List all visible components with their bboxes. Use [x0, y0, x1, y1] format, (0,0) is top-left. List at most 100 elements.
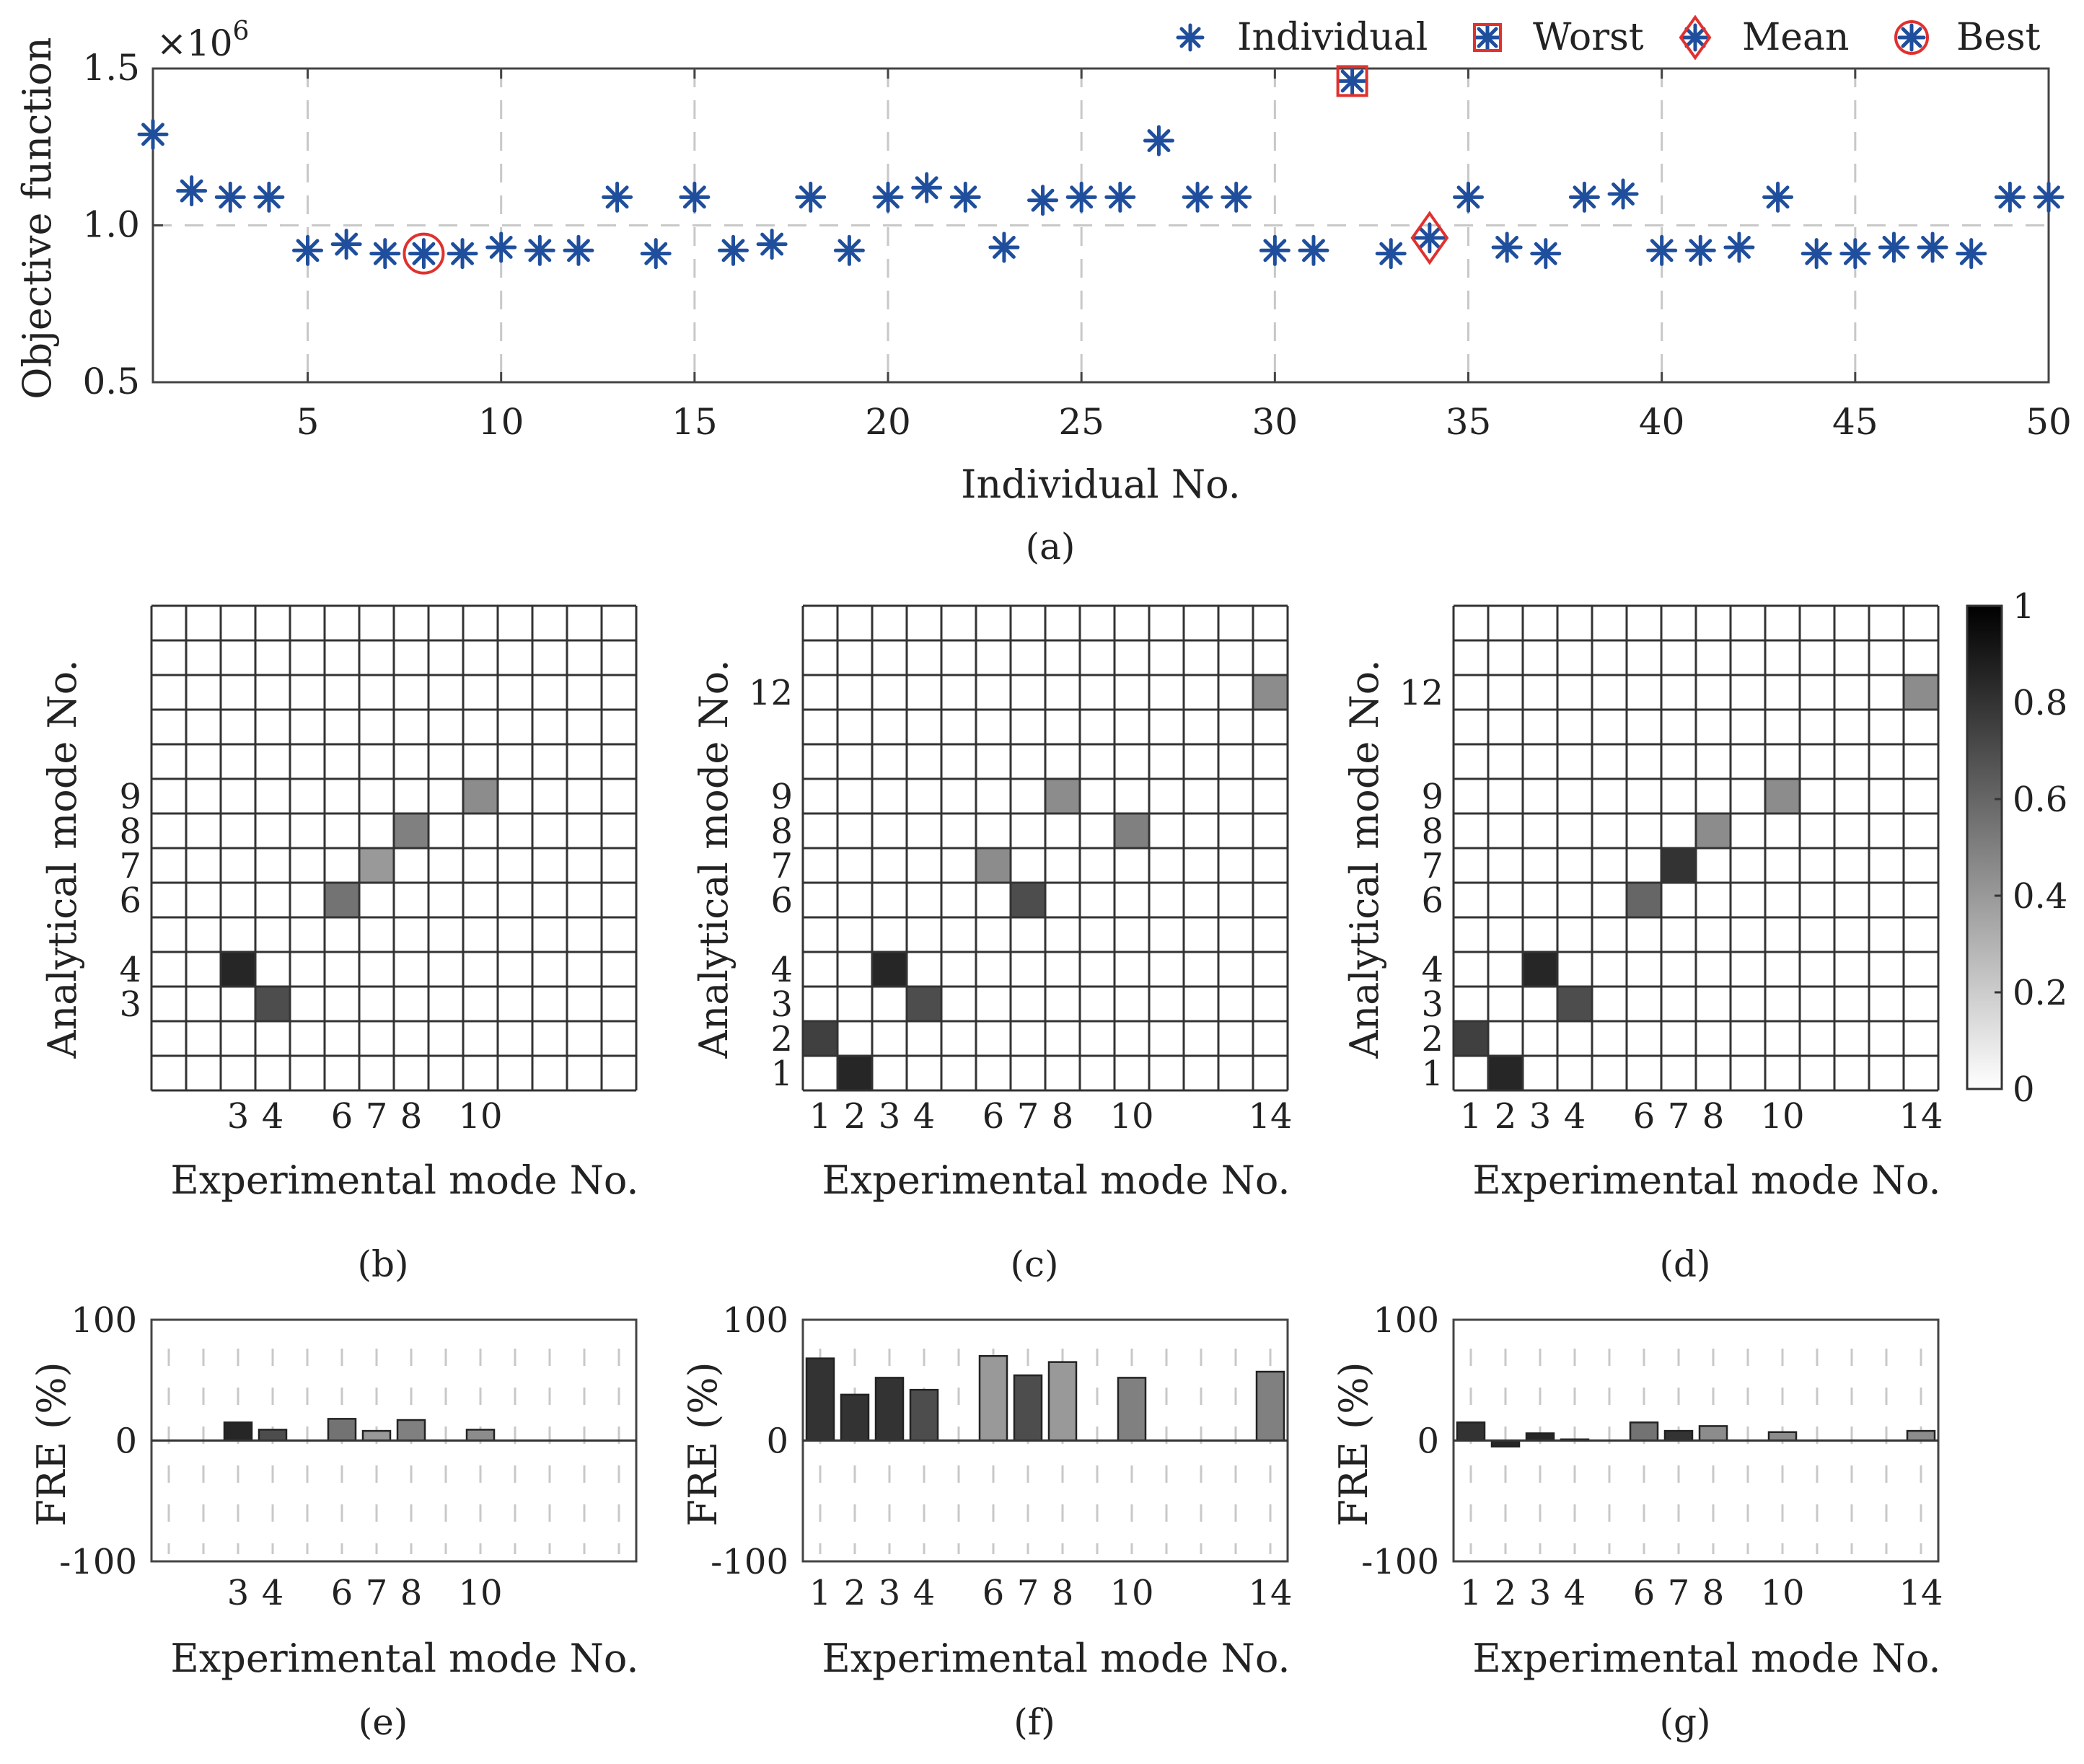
chart-a-point [485, 231, 517, 263]
chart-f-ylabel: FRE (%) [680, 1362, 726, 1526]
chart-a-point [640, 238, 672, 270]
chart-f-xtick-label: 7 [1017, 1573, 1039, 1613]
chart-c-ytick-label: 4 [770, 950, 793, 990]
chart-e-xtick-label: 4 [262, 1573, 284, 1613]
chart-g-bar [1906, 1429, 1936, 1442]
chart-d-xtick-label: 10 [1760, 1096, 1804, 1137]
chart-b-xtick-label: 6 [331, 1096, 353, 1137]
chart-e-bar [396, 1419, 426, 1442]
chart-d-ytick-label: 7 [1421, 846, 1443, 886]
chart-f: -100 0 100 1 2 3 4 6 7 8 10 14 Experimental mode No.… [680, 1300, 1293, 1743]
chart-b-ytick-label: 6 [119, 881, 141, 921]
chart-f-xtick-label: 14 [1248, 1573, 1292, 1613]
chart-e-xtick-label: 8 [400, 1573, 423, 1613]
chart-a-point [949, 181, 981, 213]
legend-marker-ind [1176, 23, 1205, 52]
chart-f-bar [1047, 1361, 1078, 1442]
chart-b-ylabel: Analytical mode No. [40, 660, 85, 1059]
chart-b-xtick-label: 10 [458, 1096, 502, 1137]
chart-a-point [253, 181, 285, 213]
chart-f-xtick-label: 8 [1052, 1573, 1074, 1613]
chart-e-bar [223, 1421, 253, 1442]
chart-b-cell [394, 813, 428, 848]
chart-a-point [1143, 125, 1174, 156]
legend-label-worst: Worst [1533, 16, 1644, 59]
chart-b-cell [325, 883, 359, 917]
chart-g: -100 0 100 1 2 3 4 6 7 8 10 14 Experimental mode No.… [1331, 1300, 1943, 1743]
legend-worst-box [1473, 23, 1502, 52]
chart-a-point [1917, 231, 1948, 263]
chart-c-xtick-label: 2 [844, 1096, 866, 1137]
chart-a-point [176, 175, 208, 207]
chart-d-xtick-label: 6 [1633, 1096, 1656, 1137]
chart-a-point [1762, 181, 1794, 213]
chart-a-point [1414, 222, 1446, 254]
chart-a-point [1375, 238, 1407, 270]
chart-c-xlabel: Experimental mode No. [822, 1157, 1290, 1203]
colorbar-tick-label: 0.6 [2013, 780, 2067, 820]
chart-g-xtick-label: 14 [1899, 1573, 1943, 1613]
chart-a-frame [151, 67, 2050, 384]
chart-e-xtick-label: 3 [227, 1573, 250, 1613]
legend-label-best: Best [1956, 16, 2041, 59]
chart-f-bar [874, 1377, 905, 1442]
chart-f-bar [1013, 1374, 1043, 1442]
chart-g-bar [1456, 1421, 1486, 1442]
chart-d-xtick-label: 4 [1564, 1096, 1586, 1137]
chart-f-bar [1117, 1377, 1147, 1442]
chart-c-ytick-label: 9 [770, 777, 793, 817]
chart-b-cell [359, 848, 394, 883]
chart-a-point [563, 234, 594, 266]
chart-a-point [1956, 238, 1987, 270]
chart-a-point [1259, 234, 1291, 266]
chart-g-xtick-label: 7 [1668, 1573, 1690, 1613]
chart-a-exponent: ×106 [157, 17, 249, 64]
chart-e-bar [258, 1429, 288, 1442]
chart-a-point [1182, 181, 1213, 213]
chart-a-point [833, 234, 865, 266]
legend-label-ind: Individual [1237, 16, 1428, 59]
chart-c-xtick-label: 3 [879, 1096, 901, 1137]
chart-g-xtick-label: 2 [1495, 1573, 1517, 1613]
chart-a-point [1607, 178, 1639, 210]
chart-e-ytick-label: 100 [71, 1300, 137, 1341]
chart-f-xtick-label: 1 [809, 1573, 832, 1613]
chart-e-xtick-label: 6 [331, 1573, 353, 1613]
chart-f-bar [909, 1388, 939, 1442]
chart-a-ytick-label: 0.5 [82, 361, 140, 402]
chart-g-xtick-label: 1 [1460, 1573, 1482, 1613]
chart-c-cell [872, 952, 907, 987]
chart-c-ytick-label: 1 [770, 1054, 793, 1094]
colorbar-tick-label: 0.2 [2013, 973, 2067, 1013]
chart-a-point [872, 181, 904, 213]
chart-c-caption: (c) [1010, 1243, 1058, 1285]
chart-d-cell [1904, 675, 1938, 710]
chart-b-xtick-label: 8 [400, 1096, 423, 1137]
chart-c-xtick-label: 7 [1017, 1096, 1039, 1137]
chart-d-cell [1454, 1021, 1488, 1056]
chart-d-cell [1488, 1056, 1523, 1090]
chart-b-xtick-label: 3 [227, 1096, 250, 1137]
chart-a-point [1801, 238, 1832, 270]
chart-c-xtick-label: 14 [1248, 1096, 1292, 1137]
chart-e: -100 0 100 3 4 6 7 8 10 Experimental mode No. FRE … [29, 1300, 639, 1743]
chart-a-point [292, 234, 324, 266]
chart-a-point [1104, 181, 1136, 213]
chart-c-xtick-label: 1 [809, 1096, 832, 1137]
chart-d-cell [1765, 779, 1800, 813]
chart-g-bar [1698, 1425, 1728, 1442]
chart-e-bar [465, 1429, 496, 1442]
colorbar-tick-label: 1 [2013, 586, 2035, 627]
chart-a-point [717, 234, 749, 266]
chart-g-xtick-label: 8 [1702, 1573, 1725, 1613]
chart-b-ytick-label: 7 [119, 846, 141, 886]
chart-d-cell [1661, 848, 1696, 883]
chart-c-xtick-label: 6 [982, 1096, 1005, 1137]
chart-f-bar [805, 1357, 835, 1442]
chart-f-caption: (f) [1014, 1701, 1055, 1743]
chart-g-xlabel: Experimental mode No. [1472, 1636, 1940, 1681]
chart-a-point [1453, 181, 1485, 213]
legend-marker-best [1897, 23, 1926, 52]
